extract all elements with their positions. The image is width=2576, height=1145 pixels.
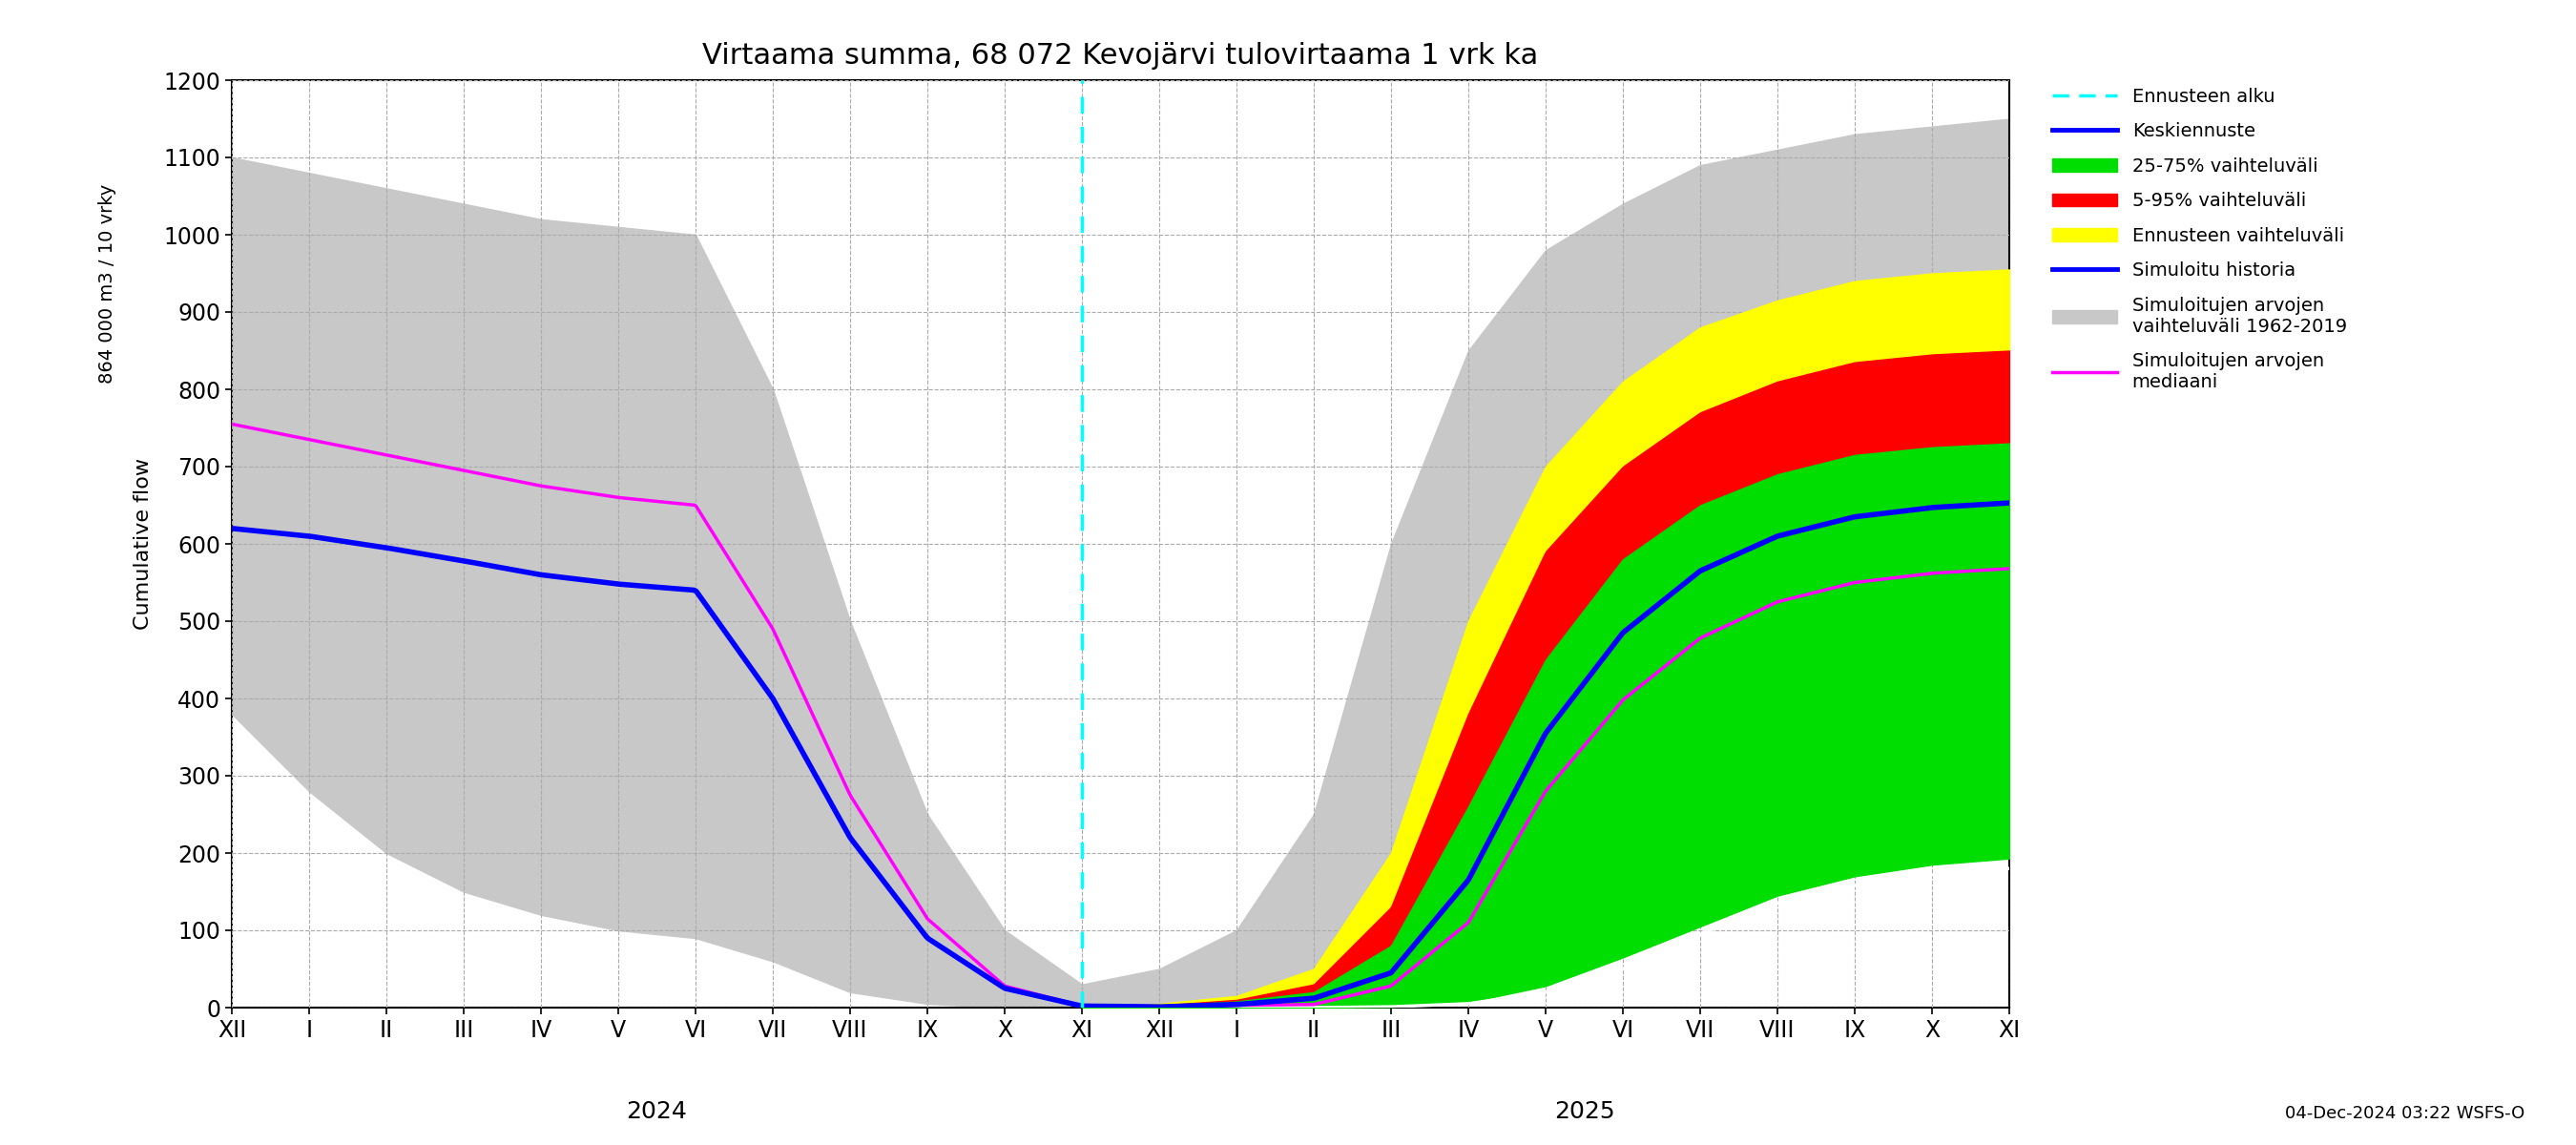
Y-axis label: Cumulative flow: Cumulative flow — [134, 458, 152, 630]
Text: 04-Dec-2024 03:22 WSFS-O: 04-Dec-2024 03:22 WSFS-O — [2285, 1105, 2524, 1122]
Title: Virtaama summa, 68 072 Kevojärvi tulovirtaama 1 vrk ka: Virtaama summa, 68 072 Kevojärvi tulovir… — [703, 42, 1538, 70]
Text: 2024: 2024 — [626, 1100, 688, 1123]
Text: 2025: 2025 — [1553, 1100, 1615, 1123]
Legend: Ennusteen alku, Keskiennuste, 25-75% vaihteluväli, 5-95% vaihteluväli, Ennusteen: Ennusteen alku, Keskiennuste, 25-75% vai… — [2045, 80, 2354, 398]
Text: 864 000 m3 / 10 vrky: 864 000 m3 / 10 vrky — [98, 184, 116, 384]
